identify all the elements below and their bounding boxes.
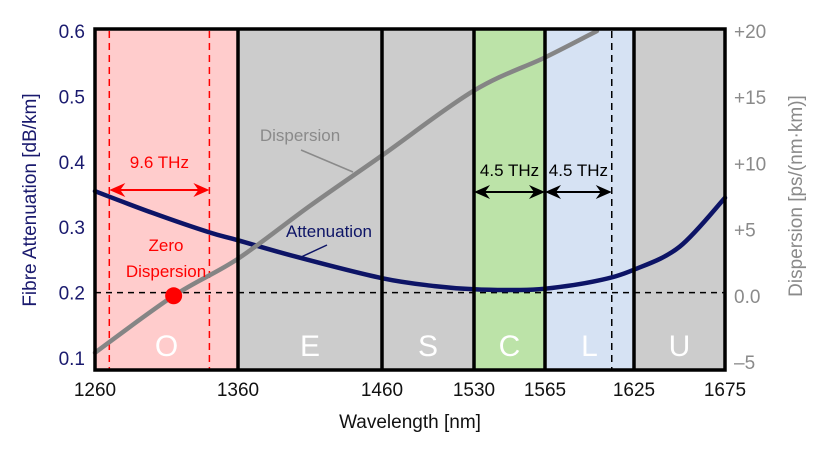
y-right-tick-0: 0.0 xyxy=(734,287,760,308)
band-s xyxy=(382,29,474,370)
band-u xyxy=(634,29,725,370)
dispersion-leader-line xyxy=(300,149,354,173)
x-tick-1260: 1260 xyxy=(74,380,116,401)
x-tick-1460: 1460 xyxy=(361,380,403,401)
x-tick-1675: 1675 xyxy=(704,380,746,401)
label-zero: Zero xyxy=(149,236,184,255)
label-4-5-thz-c: 4.5 THz xyxy=(480,161,539,180)
y-right-tick-10: +10 xyxy=(734,154,766,175)
arrow-c-band-span-head-left xyxy=(474,185,490,199)
band-label-u: U xyxy=(669,330,691,363)
y-left-tick-0.5: 0.5 xyxy=(59,87,85,108)
y-left-tick-0.1: 0.1 xyxy=(59,349,85,370)
band-l xyxy=(545,29,634,370)
arrow-o-band-span-head-left xyxy=(109,183,126,197)
band-label-o: O xyxy=(155,330,178,363)
ticks-layer: 1260 1360 1460 1530 1565 1625 1675 0.6 0.5 0.4 0.3… xyxy=(59,22,767,401)
x-tick-1530: 1530 xyxy=(453,380,495,401)
zero-dispersion-marker xyxy=(165,287,183,305)
frame-layer xyxy=(93,27,727,372)
x-tick-1565: 1565 xyxy=(524,380,566,401)
bands-layer xyxy=(95,29,725,370)
label-dispersion-series: Dispersion xyxy=(260,126,340,145)
arrow-l-band-span-head-left xyxy=(545,185,561,199)
band-e xyxy=(238,29,382,370)
arrow-l-band-span-head-right xyxy=(595,185,612,199)
band-label-c: C xyxy=(499,330,521,363)
y-left-tick-0.4: 0.4 xyxy=(59,153,86,174)
y-right-tick-20: +20 xyxy=(734,22,766,43)
y-left-tick-0.6: 0.6 xyxy=(59,22,85,43)
band-c xyxy=(474,29,545,370)
y-left-tick-0.3: 0.3 xyxy=(59,218,85,239)
arrow-l-band-span xyxy=(545,185,612,199)
arrow-c-band-span-head-right xyxy=(529,185,545,199)
x-tick-1625: 1625 xyxy=(613,380,655,401)
band-label-l: L xyxy=(581,330,598,363)
arrow-c-band-span xyxy=(474,185,545,199)
annotations-layer: 9.6 THz 4.5 THz 4.5 THz Zero Dispersion Dispe… xyxy=(109,126,612,305)
y-right-tick-15: +15 xyxy=(734,88,766,109)
y-axis-right-label: Dispersion [ps/(nm·km)] xyxy=(786,95,807,297)
plot-frame xyxy=(93,27,727,372)
arrow-o-band-span xyxy=(109,183,210,197)
reference-lines-layer xyxy=(95,31,725,370)
y-left-tick-0.2: 0.2 xyxy=(59,284,85,305)
y-axis-left-label: Fibre Attenuation [dB/km] xyxy=(20,93,41,306)
label-attenuation-series: Attenuation xyxy=(286,222,372,241)
y-right-tick--5: –5 xyxy=(734,353,755,374)
x-axis-label: Wavelength [nm] xyxy=(339,412,481,433)
attenuation-leader-line xyxy=(298,244,328,259)
label-4-5-thz-l: 4.5 THz xyxy=(549,161,608,180)
label-9-6-thz: 9.6 THz xyxy=(130,153,189,172)
x-tick-1360: 1360 xyxy=(217,380,259,401)
band-label-e: E xyxy=(300,330,320,363)
y-right-tick-5: +5 xyxy=(734,221,756,242)
arrow-o-band-span-head-right xyxy=(193,183,210,197)
band-label-s: S xyxy=(418,330,438,363)
label-dispersion-red: Dispersion xyxy=(126,262,206,281)
